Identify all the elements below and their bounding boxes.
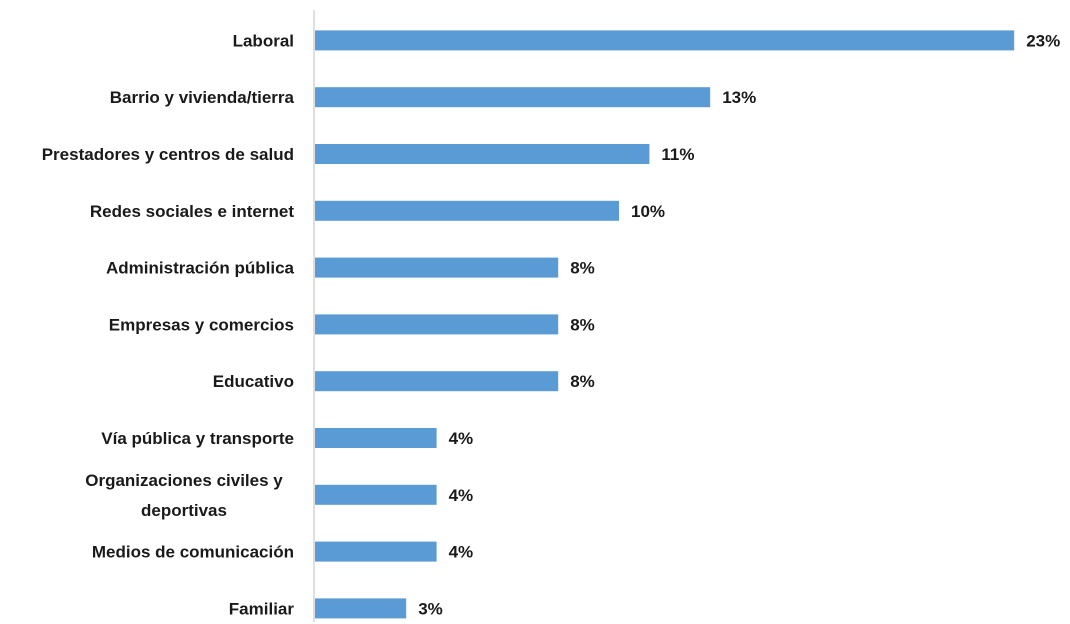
value-label: 8% (570, 372, 595, 391)
category-label: Prestadores y centros de salud (42, 145, 294, 164)
category-label: Redes sociales e internet (90, 202, 294, 221)
bar (315, 144, 650, 164)
category-label: Vía pública y transporte (101, 429, 294, 448)
bar (315, 257, 559, 278)
value-label: 8% (570, 315, 595, 334)
value-label: 23% (1026, 31, 1060, 50)
value-labels-layer: 23% 13% 11% 10% 8% 8% 8% 4% 4% 4% 3% (418, 31, 1060, 618)
value-label: 4% (449, 543, 474, 562)
category-label: Laboral (233, 31, 294, 50)
bar (315, 428, 437, 448)
bar (315, 30, 1015, 51)
category-label: Administración pública (106, 259, 295, 278)
category-label: Medios de comunicación (92, 543, 294, 562)
value-label: 13% (722, 88, 756, 107)
value-label: 10% (631, 202, 665, 221)
value-label: 8% (570, 259, 595, 278)
value-label: 3% (418, 599, 443, 618)
value-label: 11% (661, 145, 694, 164)
value-label: 4% (449, 486, 474, 505)
bar (315, 484, 437, 505)
bar (315, 200, 619, 221)
bar (315, 541, 437, 562)
value-label: 4% (449, 429, 474, 448)
bar (315, 314, 559, 335)
category-labels-layer: Laboral Barrio y vivienda/tierra Prestador… (42, 31, 295, 618)
category-label: Familiar (229, 599, 295, 618)
bars-layer (315, 30, 1015, 619)
category-label: Educativo (213, 372, 294, 391)
bar (315, 87, 711, 108)
bar (315, 598, 407, 619)
category-label: Organizaciones civiles y deportivas (85, 471, 283, 520)
category-label: Barrio y vivienda/tierra (110, 88, 295, 107)
bar (315, 371, 559, 392)
category-label: Empresas y comercios (109, 315, 294, 334)
